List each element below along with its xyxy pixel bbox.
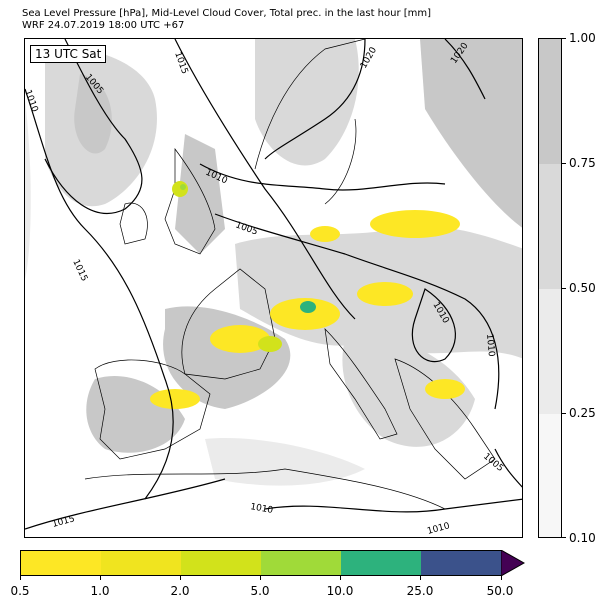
isobar	[174, 39, 356, 320]
weather-map: 1015 1005 1010 1010 1005 1015 1020 1020 …	[24, 38, 523, 538]
isobar	[25, 88, 174, 500]
isobar	[494, 448, 522, 488]
colorbar-tick	[562, 537, 566, 538]
map-svg: 1015 1005 1010 1010 1005 1015 1020 1020 …	[25, 39, 522, 537]
isobar-label: 1010	[25, 89, 40, 114]
precip-cell	[270, 298, 340, 330]
precip-tick-label: 25.0	[406, 584, 434, 598]
isobar-label: 1015	[70, 258, 89, 283]
map-title: Sea Level Pressure [hPa], Mid-Level Clou…	[22, 8, 432, 19]
time-label: 13 UTC Sat	[30, 45, 107, 63]
coastline-britain	[164, 147, 216, 255]
isobar-label: 1020	[359, 45, 379, 70]
cloud-cover-layer	[25, 39, 522, 486]
colorbar-segment	[261, 551, 341, 575]
isobar-layer	[25, 39, 522, 530]
colorbar-tick	[562, 288, 566, 289]
precip-tick-label: 2.0	[170, 584, 190, 598]
cloud-tick-label: 0.75	[569, 156, 596, 170]
colorbar-segment	[539, 39, 561, 164]
precip-tick-label: 0.5	[10, 584, 30, 598]
cloud-area	[342, 336, 475, 447]
colorbar-segment	[341, 551, 421, 575]
cloud-tick-label: 0.50	[569, 281, 596, 295]
isobar	[44, 39, 143, 214]
cloud-area	[205, 438, 365, 486]
isobar-label: 1015	[51, 514, 76, 530]
precip-cell	[172, 181, 188, 197]
colorbar-segment	[421, 551, 501, 575]
isobar	[214, 213, 500, 410]
cloud-tick-label: 0.10	[569, 531, 596, 545]
coastline-france	[181, 268, 276, 380]
cloud-area	[74, 74, 112, 154]
isobar-label: 1010	[249, 502, 274, 516]
isobar	[264, 498, 522, 513]
isobar-label: 1010	[484, 333, 496, 357]
precipitation-layer	[150, 181, 465, 409]
precip-cell	[300, 301, 316, 313]
precip-cell	[210, 325, 270, 353]
isobar-label: 1005	[481, 452, 505, 474]
cloud-tick-label: 1.00	[569, 31, 596, 45]
precip-cell	[425, 379, 465, 399]
colorbar-tick	[340, 576, 341, 580]
colorbar-tick	[180, 576, 181, 580]
colorbar-extend-arrow	[501, 550, 525, 576]
cloud-cover-colorbar	[538, 38, 562, 538]
isobar	[264, 39, 366, 160]
colorbar-tick	[562, 38, 566, 39]
colorbar-segment	[539, 414, 561, 537]
cloud-area	[86, 375, 185, 453]
colorbar-segment	[101, 551, 181, 575]
precip-cell	[357, 282, 413, 306]
isobar-label: 1015	[172, 51, 189, 76]
colorbar-segment	[539, 289, 561, 414]
isobar-label: 1005	[234, 220, 259, 237]
colorbar-tick	[562, 413, 566, 414]
coastline-iberia	[94, 359, 211, 460]
coastline-balkans	[394, 358, 496, 480]
isobar	[444, 39, 486, 100]
precip-tick-label: 5.0	[250, 584, 270, 598]
colorbar-tick	[100, 576, 101, 580]
precip-tick-label: 50.0	[486, 584, 514, 598]
colorbar-tick	[20, 576, 21, 580]
cloud-tick-label: 0.25	[569, 406, 596, 420]
cloud-area	[255, 39, 359, 166]
isobar	[199, 163, 446, 191]
colorbar-tick	[260, 576, 261, 580]
isobar-label: 1010	[426, 521, 451, 537]
coastline-scandinavia	[254, 39, 366, 205]
coastline-italy	[324, 328, 398, 440]
precip-cell	[180, 184, 186, 190]
isobar	[25, 478, 226, 530]
precip-tick-label: 10.0	[326, 584, 354, 598]
colorbar-tick	[501, 576, 502, 580]
precip-cell	[258, 336, 282, 352]
coastline-africa	[84, 468, 446, 510]
cloud-area	[175, 134, 225, 254]
precipitation-colorbar	[20, 550, 502, 576]
colorbar-tick	[562, 163, 566, 164]
colorbar-tick	[420, 576, 421, 580]
precip-cell	[150, 389, 200, 409]
cloud-area	[420, 39, 522, 228]
colorbar-segment	[21, 551, 101, 575]
precip-tick-label: 1.0	[90, 584, 110, 598]
colorbar-segment	[181, 551, 261, 575]
cloud-area	[25, 99, 31, 279]
isobar	[411, 288, 456, 363]
precip-cell	[310, 226, 340, 242]
coastline-layer	[84, 39, 496, 510]
colorbar-segment	[539, 164, 561, 289]
map-subtitle: WRF 24.07.2019 18:00 UTC +67	[22, 20, 185, 31]
precip-cell	[370, 210, 460, 238]
